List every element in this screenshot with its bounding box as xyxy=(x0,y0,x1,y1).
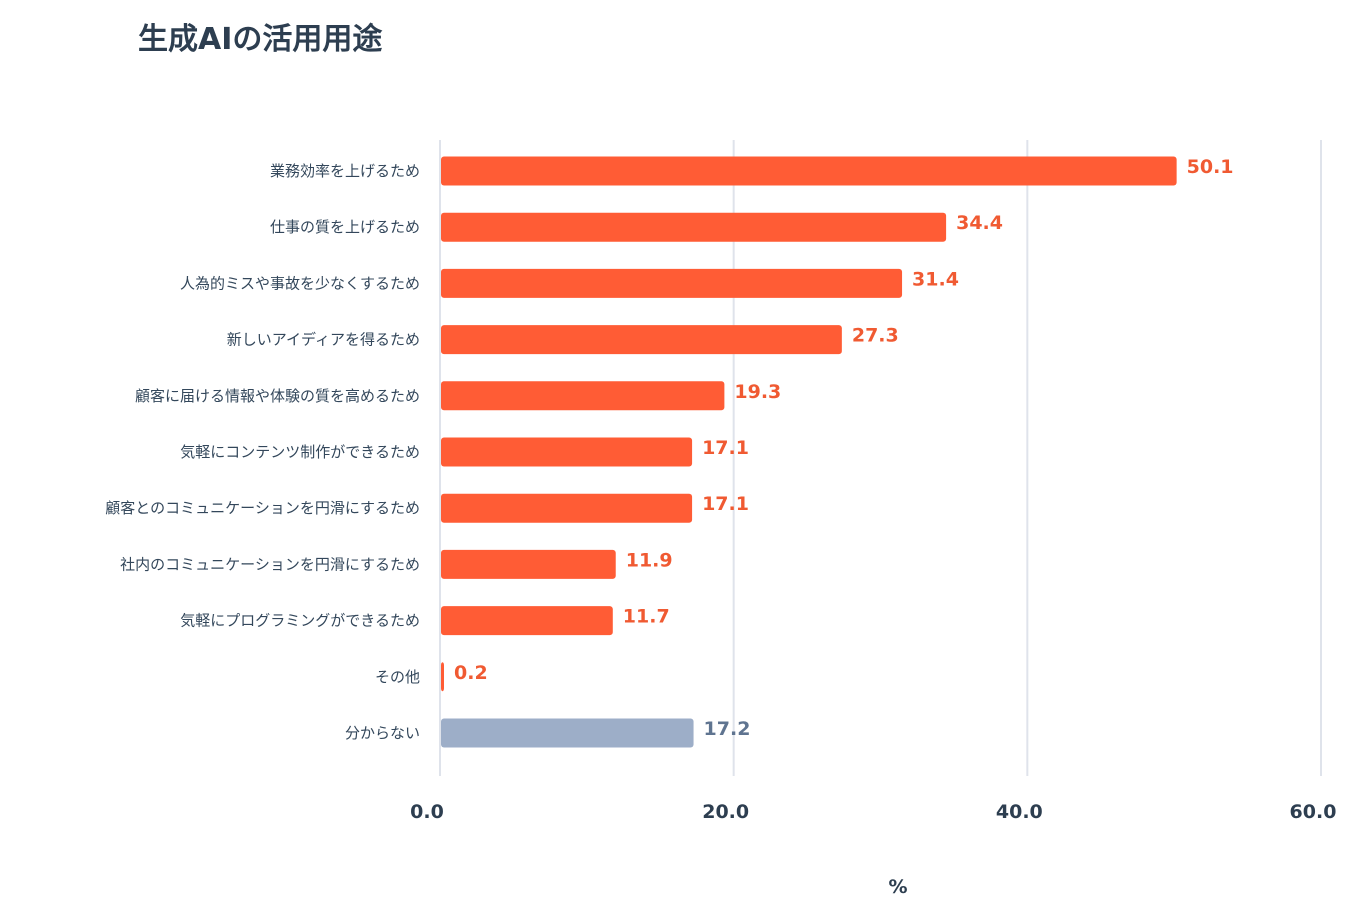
bar xyxy=(441,493,693,523)
category-label: 業務効率を上げるため xyxy=(270,162,420,180)
chart-title: 生成AIの活用用途 xyxy=(138,22,383,57)
grid-layer xyxy=(439,140,1322,776)
data-label: 50.1 xyxy=(1187,156,1234,178)
data-label: 11.9 xyxy=(626,549,673,571)
bar xyxy=(441,268,903,298)
value-labels: 50.1 34.4 31.4 27.3 19.3 17.1 17.1 11.9 11.7 0.2 1… xyxy=(454,156,1234,740)
bar xyxy=(441,325,842,355)
data-label: 17.2 xyxy=(704,718,751,740)
category-label: その他 xyxy=(375,668,420,686)
category-labels: 業務効率を上げるため仕事の質を上げるため人為的ミスや事故を少なくするため新しいア… xyxy=(105,162,420,742)
category-label: 社内のコミュニケーションを円滑にするため xyxy=(120,555,420,573)
bar xyxy=(441,606,613,636)
category-label: 分からない xyxy=(345,724,420,742)
data-label: 27.3 xyxy=(852,325,899,347)
bar-layer xyxy=(441,156,1177,748)
bar xyxy=(441,381,725,411)
data-label: 17.1 xyxy=(702,493,749,515)
x-tick-labels: 0.0 20.0 40.0 60.0 xyxy=(410,801,1336,823)
data-label: 17.1 xyxy=(702,437,749,459)
data-label: 11.7 xyxy=(623,606,670,628)
data-label: 31.4 xyxy=(912,268,959,290)
bar xyxy=(441,662,444,692)
data-label: 34.4 xyxy=(956,212,1003,234)
x-tick-label: 60.0 xyxy=(1290,801,1337,823)
category-label: 人為的ミスや事故を少なくするため xyxy=(180,274,420,292)
bar xyxy=(441,156,1177,186)
category-label: 気軽にコンテンツ制作ができるため xyxy=(180,443,420,461)
x-axis-title: % xyxy=(888,876,907,898)
category-label: 顧客に届ける情報や体験の質を高めるため xyxy=(135,387,420,405)
data-label: 19.3 xyxy=(734,381,781,403)
x-tick-label: 0.0 xyxy=(410,801,444,823)
category-label: 新しいアイディアを得るため xyxy=(227,331,420,349)
x-tick-label: 40.0 xyxy=(996,801,1043,823)
category-label: 気軽にプログラミングができるため xyxy=(180,612,420,630)
category-label: 顧客とのコミュニケーションを円滑にするため xyxy=(105,499,420,517)
x-tick-label: 20.0 xyxy=(702,801,749,823)
bar xyxy=(441,718,694,748)
category-label: 仕事の質を上げるため xyxy=(270,218,420,236)
bar xyxy=(441,212,947,242)
data-label: 0.2 xyxy=(454,662,488,684)
bar xyxy=(441,437,693,467)
bar xyxy=(441,549,616,579)
